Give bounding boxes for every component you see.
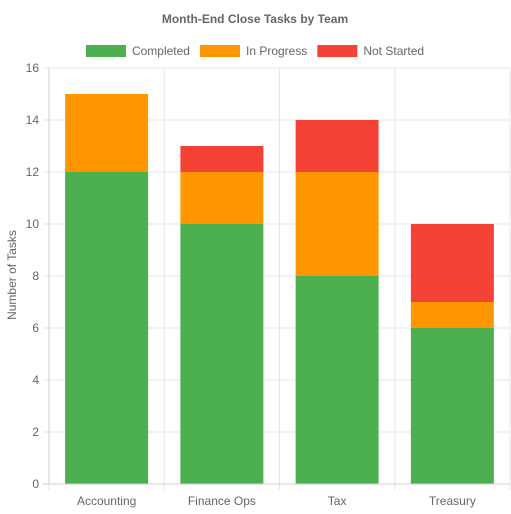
bars [65,94,494,484]
bar-segment-in-progress [180,172,264,224]
bar-segment-not-started [410,224,494,302]
y-tick-label: 16 [26,61,40,75]
legend-swatch [85,45,126,57]
y-tick-label: 0 [32,477,39,491]
bar-segment-in-progress [65,94,149,172]
chart-title: Month-End Close Tasks by Team [162,12,348,26]
y-tick-label: 6 [32,321,39,335]
y-tick-label: 10 [26,217,40,231]
y-tick-label: 12 [26,165,40,179]
y-axis-label: Number of Tasks [5,230,19,320]
axes: 0 2 4 6 8 10 12 14 16 Accounting Finance Ops Tax Tre… [26,61,510,508]
y-tick-label: 8 [32,269,39,283]
bar-segment-completed [410,328,494,484]
y-tick-label: 14 [26,113,40,127]
x-tick-label: Finance Ops [188,494,256,508]
x-tick-label: Treasury [429,494,476,508]
bar-segment-completed [65,172,149,484]
legend-label: In Progress [246,44,307,58]
bar-segment-not-started [180,146,264,172]
bar-segment-in-progress [410,302,494,328]
legend-swatch [317,45,358,57]
legend-item-in-progress[interactable]: In Progress [199,44,307,58]
bar-segment-completed [180,224,264,484]
x-tick-label: Accounting [77,494,136,508]
legend[interactable]: Completed In Progress Not Started [85,44,424,58]
legend-swatch [199,45,240,57]
y-tick-label: 4 [32,373,39,387]
legend-label: Not Started [363,44,424,58]
legend-item-not-started[interactable]: Not Started [317,44,424,58]
bar-segment-not-started [295,120,379,172]
x-tick-label: Tax [328,494,347,508]
bar-segment-completed [295,276,379,484]
legend-label: Completed [132,44,190,58]
bar-segment-in-progress [295,172,379,276]
legend-item-completed[interactable]: Completed [85,44,190,58]
y-tick-label: 2 [32,425,39,439]
